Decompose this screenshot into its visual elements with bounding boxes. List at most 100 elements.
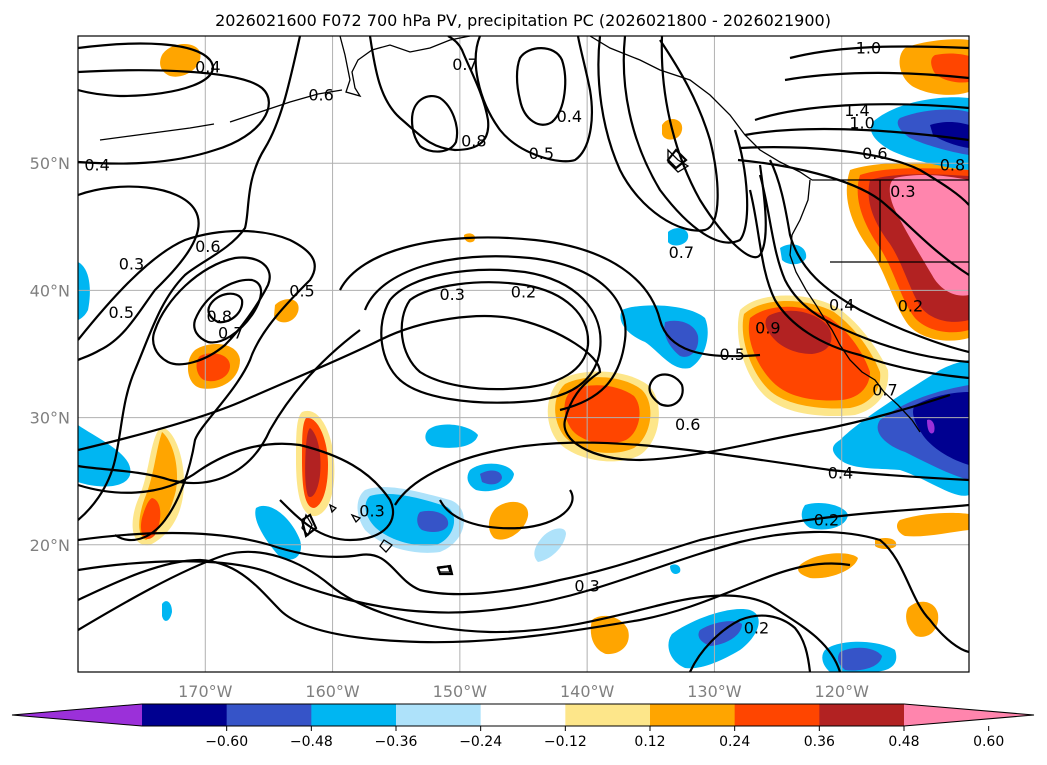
pv-contour xyxy=(754,103,969,122)
contour-label: 0.3 xyxy=(359,501,384,520)
contour-label: 0.3 xyxy=(890,182,915,201)
precip-positive-patch xyxy=(160,44,201,77)
precip-negative-patch xyxy=(664,320,699,357)
contour-label: 0.5 xyxy=(529,144,554,163)
precip-positive-patch xyxy=(765,310,832,354)
contour-label: 0.5 xyxy=(289,281,314,300)
colorbar-bin xyxy=(650,704,736,726)
pv-contour xyxy=(207,292,244,324)
contour-label: 0.2 xyxy=(744,618,769,637)
contour-label: 0.2 xyxy=(814,510,839,529)
y-axis-ticks: 20°N 30°N 40°N 50°N xyxy=(30,154,70,555)
contour-label: 0.8 xyxy=(461,131,486,150)
pv-contour xyxy=(78,503,969,596)
precip-negative-patch xyxy=(480,470,502,485)
pv-contour xyxy=(737,158,969,276)
colorbar-bin xyxy=(565,704,651,726)
contour-label: 0.3 xyxy=(439,285,464,304)
pv-contour xyxy=(300,513,318,538)
colorbar-bin xyxy=(311,704,397,726)
contour-label: 0.8 xyxy=(940,155,965,174)
colorbar-tick-label: 0.60 xyxy=(973,734,1004,750)
pv-contour xyxy=(758,174,969,364)
contour-label: 0.6 xyxy=(675,415,700,434)
pv-contour xyxy=(78,442,395,542)
x-tick-label: 170°W xyxy=(178,682,233,701)
colorbar-extend-low xyxy=(12,704,142,726)
precip-negative-patch xyxy=(670,564,681,574)
contour-label: 0.4 xyxy=(195,58,220,77)
colorbar-outline xyxy=(11,703,1035,727)
colorbar-extend-high xyxy=(904,704,1034,726)
colorbar-bin xyxy=(142,704,228,726)
precip-negative-patch xyxy=(425,424,478,448)
pv-contour xyxy=(151,256,271,366)
y-tick-label: 20°N xyxy=(30,536,70,555)
pv-contour xyxy=(339,236,761,358)
chart-title: 2026021600 F072 700 hPa PV, precipitatio… xyxy=(215,11,831,30)
pv-contour xyxy=(78,550,842,672)
colorbar-tick-label: −0.12 xyxy=(544,734,587,750)
precip-negative-patch xyxy=(927,419,935,434)
colorbar-tick-label: 0.48 xyxy=(888,734,919,750)
pv-contour xyxy=(748,189,969,380)
pv-contour xyxy=(597,36,719,232)
contour-label: 0.6 xyxy=(308,86,333,105)
pv-contours xyxy=(78,36,969,672)
contour-label: 1.0 xyxy=(849,113,874,132)
contour-label: 0.2 xyxy=(511,283,536,302)
pv-contour xyxy=(394,441,969,506)
precip-positive-patch xyxy=(798,553,858,579)
colorbar-bin xyxy=(819,704,905,726)
colorbar-tick-label: −0.24 xyxy=(459,734,502,750)
pv-contour xyxy=(660,36,767,259)
pv-contour xyxy=(78,185,200,361)
map-area: 0.40.60.70.80.40.51.01.41.00.60.80.40.30… xyxy=(78,36,969,672)
x-tick-label: 120°W xyxy=(815,682,870,701)
x-axis-ticks: 170°W 160°W 150°W 140°W 130°W 120°W xyxy=(178,682,869,701)
pv-contour xyxy=(436,564,454,576)
x-tick-label: 160°W xyxy=(305,682,360,701)
colorbar-bin xyxy=(396,704,482,726)
contour-label: 0.4 xyxy=(84,155,109,174)
precip-positive-patch xyxy=(305,428,321,498)
contour-label: 0.9 xyxy=(755,318,780,337)
x-tick-label: 140°W xyxy=(560,682,615,701)
precip-negative-patch xyxy=(801,503,848,530)
precip-negative-patch xyxy=(913,392,969,465)
contour-label: 0.6 xyxy=(195,237,220,256)
contour-label: 0.7 xyxy=(872,381,897,400)
precip-negative-patch xyxy=(417,510,449,533)
precip-positive-patch xyxy=(274,299,299,323)
pv-contour xyxy=(666,148,688,170)
colorbar-tick-label: 0.12 xyxy=(634,734,665,750)
colorbar-tick-label: −0.48 xyxy=(290,734,333,750)
precip-positive-patch xyxy=(140,498,161,539)
precip-negative-patch xyxy=(930,121,969,148)
pv-contour xyxy=(380,268,602,404)
pv-contour xyxy=(368,36,490,152)
contour-label: 0.3 xyxy=(574,577,599,596)
precip-positive-patch xyxy=(906,601,939,637)
precip-negative-patch xyxy=(162,601,172,621)
pv-contour xyxy=(78,229,316,542)
contour-labels: 0.40.60.70.80.40.51.01.41.00.60.80.40.30… xyxy=(84,38,965,637)
pv-contour xyxy=(78,69,270,165)
pv-contour xyxy=(78,558,851,644)
precip-negative-patch xyxy=(837,647,882,671)
colorbar-bin xyxy=(226,704,312,726)
pv-contour xyxy=(744,127,969,142)
pv-contour xyxy=(739,146,969,206)
colorbar: −0.60 −0.48 −0.36 −0.24 −0.12 0.12 0.24 0.36 0.4… xyxy=(11,703,1035,750)
coastlines xyxy=(99,36,969,573)
y-tick-label: 50°N xyxy=(30,154,70,173)
pv-contour xyxy=(622,36,749,244)
contour-label: 1.4 xyxy=(844,101,869,120)
precip-positive-patch xyxy=(564,385,640,444)
pv-contour xyxy=(410,94,459,153)
pv-contour xyxy=(400,281,590,391)
x-tick-label: 150°W xyxy=(433,682,488,701)
precip-positive-patch xyxy=(897,512,969,537)
contour-label: 1.0 xyxy=(856,38,881,57)
